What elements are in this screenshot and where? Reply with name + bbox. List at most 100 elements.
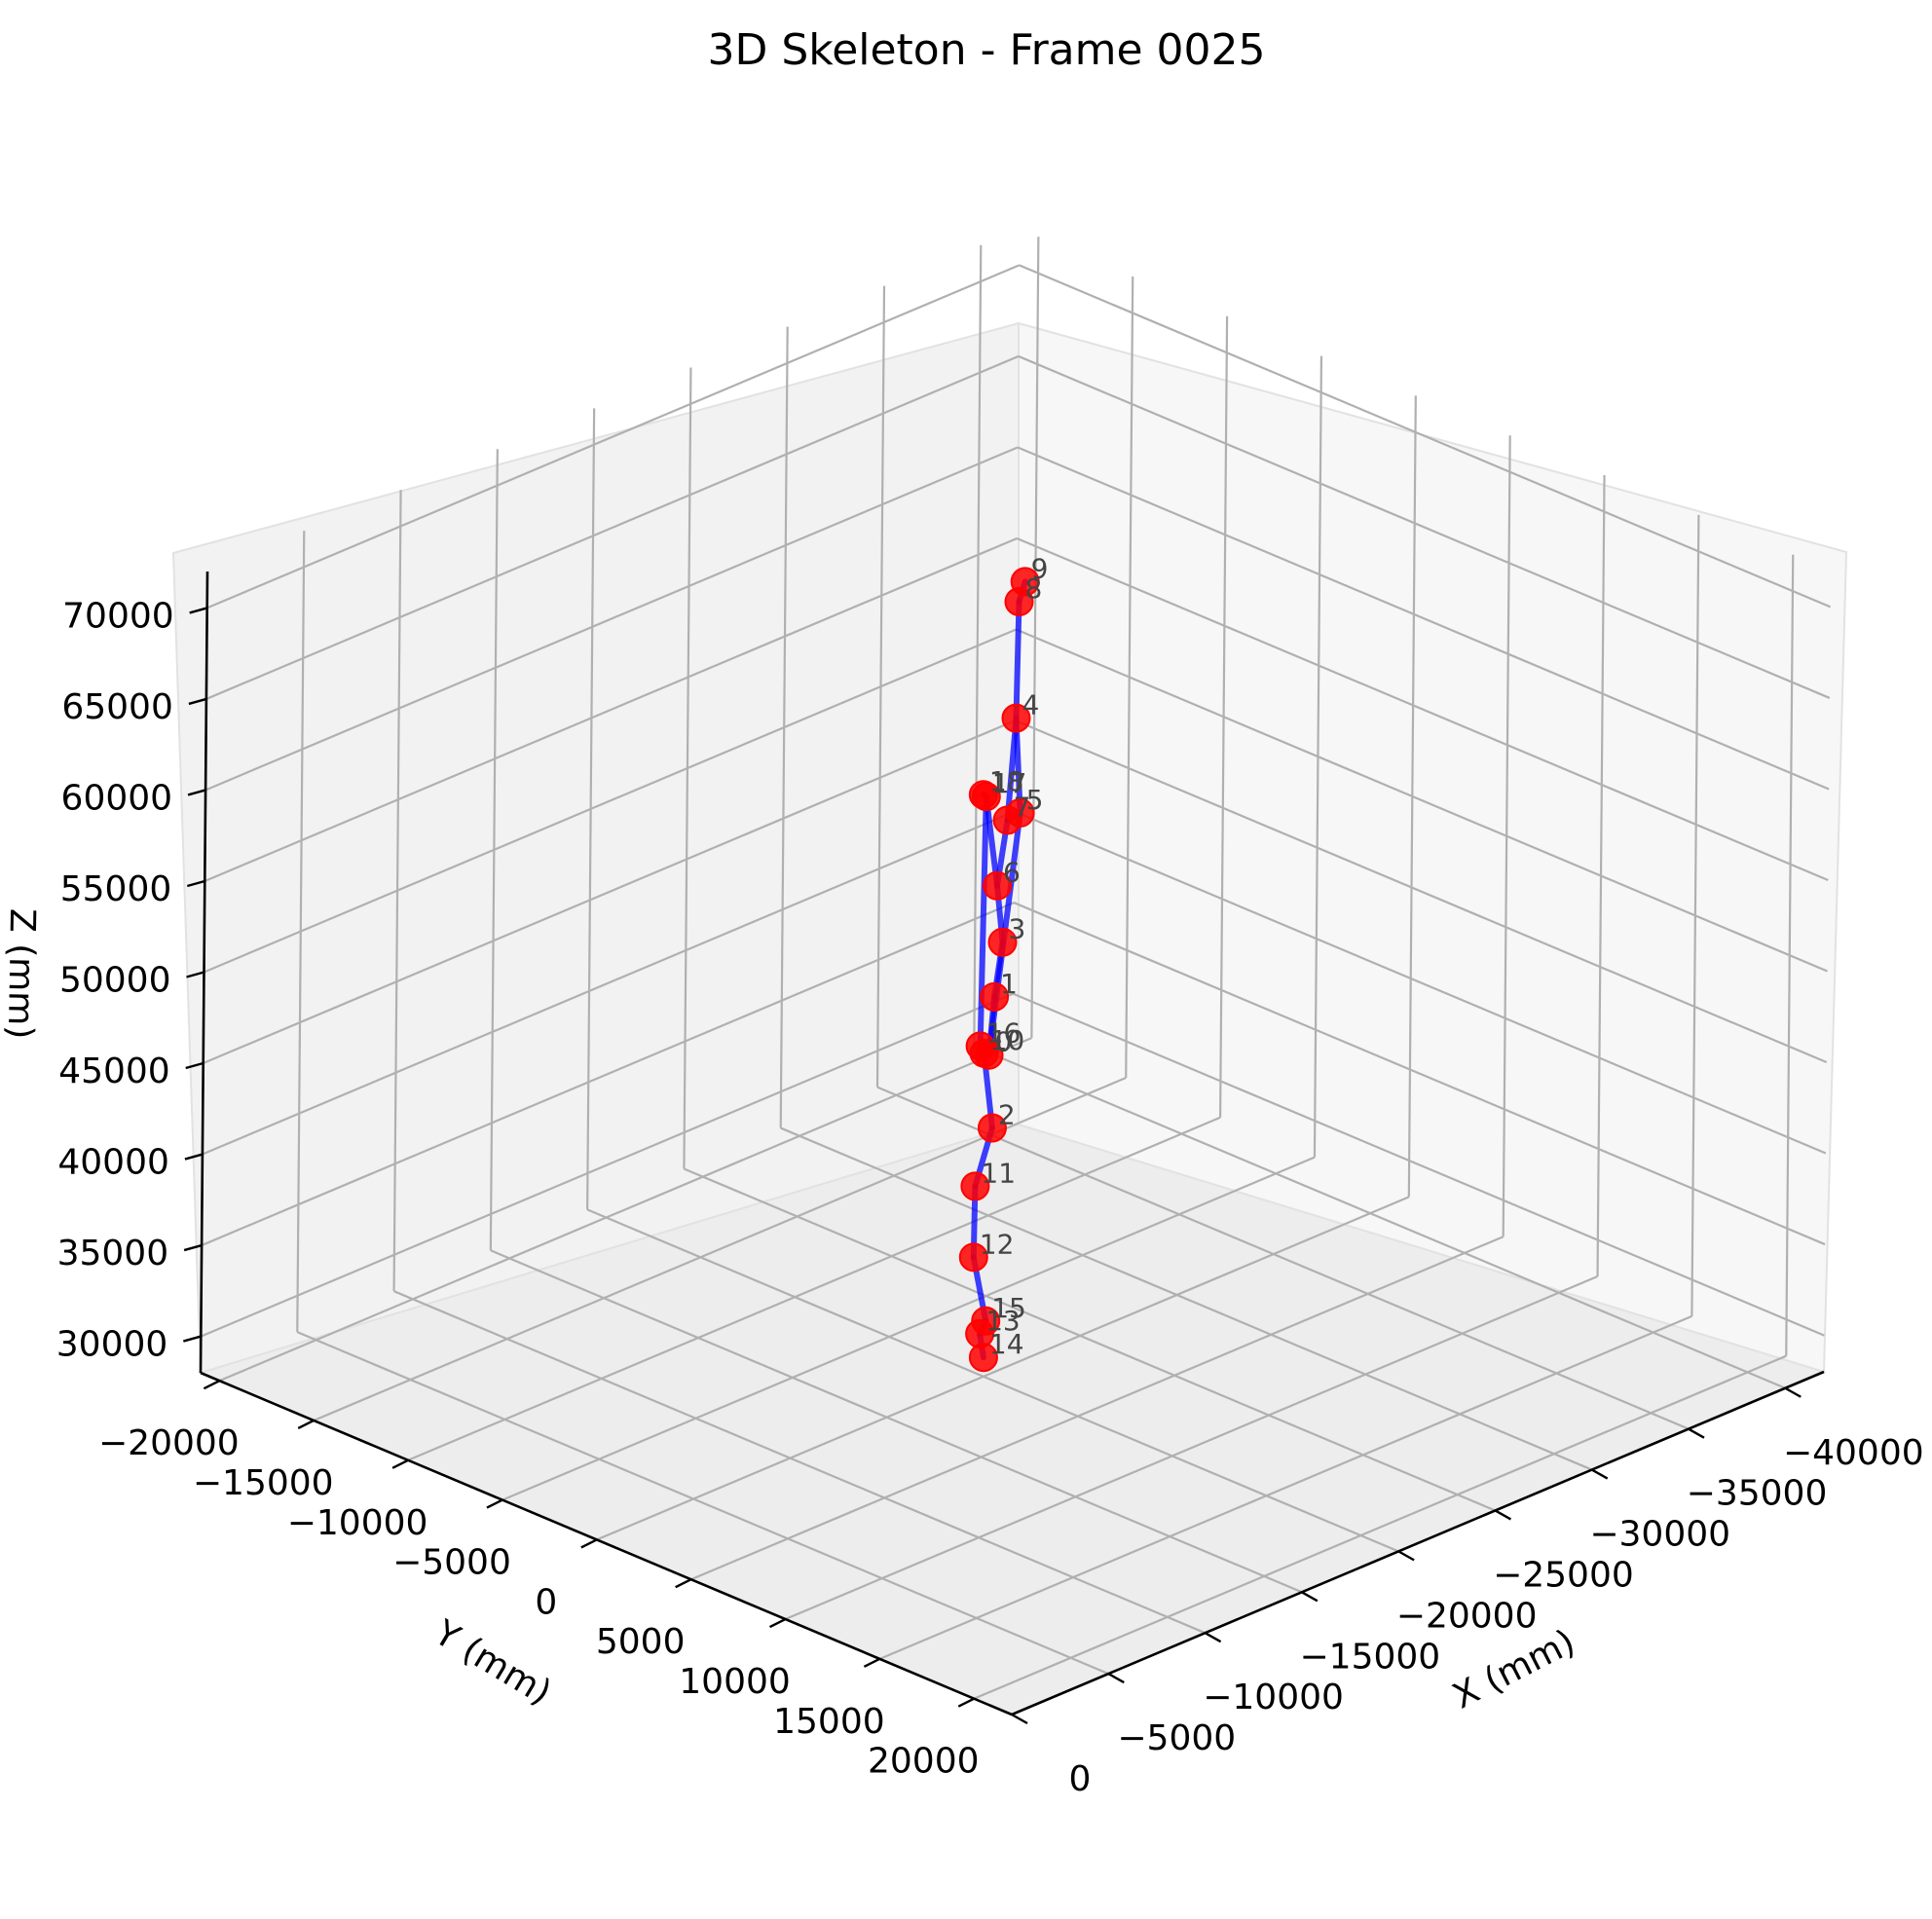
z-gridline-left-wall (1017, 446, 1830, 791)
y-axis-line (200, 1371, 1013, 1716)
x-tick (1688, 1427, 1705, 1439)
x-tick (1397, 1550, 1415, 1562)
z-tick-label: 65000 (61, 687, 173, 727)
x-tick-label: −5000 (1117, 1718, 1236, 1758)
z-tick (188, 697, 207, 706)
y-tick-label: 15000 (773, 1702, 885, 1742)
y-tick-label: −10000 (287, 1503, 428, 1543)
z-tick (189, 607, 208, 614)
bone-8-4 (1013, 598, 1022, 721)
x-tick (1301, 1591, 1319, 1603)
z-tick-label: 50000 (59, 961, 171, 1001)
z-gridline-right-wall (204, 628, 1017, 974)
z-axis-label: Z (mm) (0, 908, 42, 1040)
z-gridline-left-wall (1016, 628, 1828, 973)
x-gridline-floor (973, 1045, 1786, 1389)
x-tick (1494, 1509, 1512, 1521)
joint-18 (968, 780, 998, 810)
z-tick (186, 879, 205, 888)
z-gridline-left-wall (1015, 720, 1828, 1064)
joint-11 (960, 1171, 990, 1201)
y-tick (580, 1538, 598, 1549)
joint-label-8: 8 (1025, 572, 1043, 605)
z-tick-label: 70000 (62, 596, 174, 636)
y-gridline-floor (878, 1314, 1692, 1660)
y-tick (863, 1657, 880, 1668)
x-gridline-floor (586, 1208, 1399, 1553)
x-gridline-floor (296, 1331, 1109, 1676)
y-tick-label: 5000 (596, 1622, 686, 1662)
joint-9 (1010, 567, 1040, 597)
x-gridline-floor (780, 1126, 1593, 1471)
joint-label-7: 7 (1014, 791, 1031, 823)
tick-labels: 0−5000−10000−15000−20000−25000−30000−350… (56, 596, 1924, 1799)
joint-label-18: 18 (989, 765, 1024, 797)
x-gridline-floor (393, 1290, 1206, 1635)
z-tick (185, 1061, 204, 1070)
z-tick-label: 35000 (57, 1234, 169, 1273)
z-tick-label: 45000 (58, 1052, 170, 1091)
joint-16 (965, 1031, 995, 1061)
z-tick-label: 30000 (56, 1325, 168, 1365)
x-tick-label: −30000 (1589, 1515, 1730, 1555)
y-axis-label: Y (mm) (427, 1612, 558, 1713)
z-tick (182, 1335, 202, 1343)
joint-label-5: 5 (1026, 784, 1044, 816)
x-tick (1204, 1632, 1222, 1643)
joint-label-1: 1 (1000, 968, 1018, 1000)
joint-1 (980, 981, 1010, 1012)
x-tick (1011, 1713, 1028, 1725)
x-tick-label: 0 (1069, 1759, 1092, 1799)
x-tick-label: −15000 (1300, 1637, 1441, 1677)
y-tick-label: −15000 (193, 1463, 334, 1503)
joint-4 (1001, 703, 1031, 733)
joint-label-13: 13 (985, 1305, 1021, 1337)
y-tick-label: −5000 (392, 1543, 511, 1583)
z-gridline-left-wall (1014, 810, 1827, 1155)
z-tick (186, 971, 204, 978)
joint-label-11: 11 (981, 1157, 1016, 1189)
bone-17-16 (977, 793, 989, 1050)
joint-12 (958, 1242, 988, 1273)
joint-label-2: 2 (998, 1099, 1016, 1131)
joint-label-3: 3 (1009, 913, 1026, 945)
y-tick (391, 1458, 409, 1469)
x-tick-label: −35000 (1687, 1474, 1828, 1514)
chart-title: 3D Skeleton - Frame 0025 (707, 25, 1265, 75)
joint-label-17: 17 (992, 767, 1027, 799)
x-gridline-floor (684, 1167, 1496, 1512)
x-tick-label: −25000 (1493, 1555, 1634, 1595)
x-tick-label: −40000 (1783, 1433, 1924, 1473)
joint-label-4: 4 (1022, 689, 1039, 721)
z-tick-label: 60000 (61, 778, 173, 818)
z-gridline-left-wall (1013, 902, 1826, 1246)
y-tick (486, 1498, 503, 1509)
z-tick (183, 1243, 203, 1252)
y-gridline-floor (502, 1156, 1316, 1501)
z-gridline-right-wall (202, 810, 1016, 1156)
y-gridline-floor (218, 1037, 1032, 1383)
y-tick-label: 20000 (868, 1742, 980, 1782)
joint-label-15: 15 (991, 1292, 1026, 1324)
y-gridline-floor (785, 1275, 1598, 1621)
joint-14 (968, 1343, 998, 1373)
x-tick-label: −20000 (1396, 1596, 1538, 1636)
joint-15 (971, 1306, 1001, 1336)
z-tick-label: 55000 (60, 869, 172, 909)
joint-6 (983, 870, 1013, 901)
z-gridline-right-wall (205, 354, 1020, 700)
y-tick-label: 10000 (679, 1662, 791, 1702)
z-gridline-right-wall (204, 536, 1018, 882)
z-gridline-right-wall (200, 992, 1014, 1338)
z-gridline-right-wall (201, 902, 1015, 1247)
z-gridline-left-wall (1018, 354, 1831, 699)
y-tick (297, 1419, 315, 1430)
y-gridline-floor (407, 1116, 1221, 1461)
grid-lines (199, 237, 1832, 1716)
x-tick (1784, 1386, 1802, 1398)
joint-7 (992, 805, 1022, 835)
z-tick-label: 40000 (57, 1143, 169, 1183)
